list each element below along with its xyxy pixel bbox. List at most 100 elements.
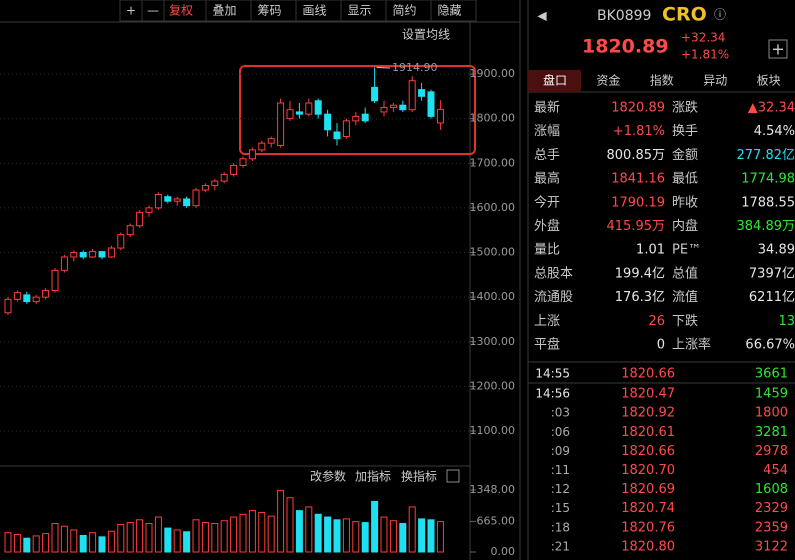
quote-label: 下跌 — [672, 313, 698, 329]
candle-body — [267, 138, 275, 144]
trade-time: :15 — [551, 501, 570, 515]
toolbar-label: 复权 — [169, 4, 193, 18]
indicator-button[interactable]: 改参数 — [310, 469, 346, 484]
toolbar-label: — — [147, 4, 159, 18]
volume-bar — [380, 516, 388, 553]
quote-label: 流通股 — [534, 290, 573, 305]
quote-label: 昨收 — [672, 195, 698, 210]
quote-value: 0 — [657, 338, 665, 353]
candle-body — [286, 109, 294, 120]
quote-label: 流值 — [672, 289, 698, 305]
tab[interactable]: 异动 — [703, 74, 727, 88]
quote-value: 66.67% — [745, 338, 795, 353]
tab[interactable]: 板块 — [757, 74, 781, 88]
quote-label: 最低 — [672, 172, 698, 187]
volume-bar — [51, 522, 59, 553]
volume-bar — [277, 489, 285, 553]
quote-value: 384.89万 — [737, 219, 795, 234]
toolbar-label: 画线 — [302, 4, 326, 18]
volume-bar — [230, 516, 238, 553]
candle-body — [183, 198, 191, 207]
quote-label: 涨幅 — [534, 124, 560, 139]
toolbar-button[interactable] — [430, 0, 477, 22]
change: +32.34 — [681, 31, 725, 45]
candle-body — [427, 91, 435, 117]
candle-body — [164, 196, 172, 202]
volume-bar — [211, 522, 219, 553]
tab[interactable]: 资金 — [596, 73, 620, 88]
y-tick-label: 1600.00 — [470, 201, 516, 214]
volume-bar — [70, 529, 78, 553]
volume-bar — [286, 497, 294, 553]
prev-button[interactable]: ◀ — [537, 9, 547, 23]
candle-body — [277, 102, 285, 146]
volume-bar — [42, 533, 50, 553]
quote-label: 今开 — [534, 194, 560, 210]
trade-time: :03 — [551, 406, 570, 420]
trade-time: :06 — [551, 425, 570, 439]
quote-value: 7397亿 — [749, 266, 795, 281]
volume-bar — [314, 513, 322, 553]
trade-volume: 454 — [763, 463, 788, 478]
candle-body — [136, 211, 144, 227]
toolbar-label: 隐藏 — [437, 4, 461, 18]
volume-bar — [79, 534, 87, 553]
volume-bar — [173, 529, 181, 553]
indicator-button[interactable]: 换指标 — [401, 469, 437, 484]
y-tick-label: 1500.00 — [470, 246, 516, 259]
quote-value: 800.85万 — [607, 148, 666, 163]
trade-price: 1820.61 — [621, 425, 675, 440]
volume-bar — [389, 520, 397, 553]
y-tick-label: 1900.00 — [470, 67, 516, 80]
quote-label: 内盘 — [672, 218, 698, 234]
trade-volume: 2329 — [755, 501, 788, 516]
candle-body — [361, 113, 369, 122]
quote-label: 总手 — [534, 148, 560, 163]
trade-time: :21 — [551, 539, 570, 553]
volume-bar — [60, 525, 68, 553]
volume-bar — [408, 506, 416, 553]
candle-body — [418, 89, 426, 97]
info-icon[interactable]: ⓘ — [714, 8, 726, 22]
trade-price: 1820.70 — [621, 463, 675, 478]
trade-volume: 3281 — [755, 425, 788, 440]
quote-value: 199.4亿 — [615, 266, 665, 281]
volume-bar — [13, 534, 21, 553]
price: 1820.89 — [582, 36, 669, 58]
volume-bar — [248, 510, 256, 553]
quote-label: 上涨率 — [672, 337, 711, 353]
trade-volume: 1608 — [755, 482, 788, 497]
trade-time: :12 — [551, 482, 570, 496]
quote-value: 4.54% — [754, 124, 795, 139]
quote-value: 6211亿 — [749, 290, 795, 305]
volume-bar — [32, 535, 40, 553]
tab[interactable]: 盘口 — [543, 73, 567, 88]
add-button[interactable] — [768, 39, 788, 59]
candle-body — [399, 104, 407, 111]
candle-body — [42, 289, 50, 298]
candle-body — [107, 247, 115, 258]
volume-tick-label: 1348.00 — [470, 483, 516, 496]
indicator-button[interactable]: 加指标 — [355, 469, 391, 484]
ma-settings[interactable]: 设置均线 — [402, 28, 450, 42]
tab[interactable]: 指数 — [650, 73, 674, 88]
candle-body — [32, 296, 40, 303]
toolbar-label: + — [126, 4, 136, 18]
trade-price: 1820.76 — [621, 520, 675, 535]
highlight-box — [239, 65, 476, 155]
trade-price: 1820.92 — [621, 406, 675, 421]
quote-value: 1788.55 — [741, 195, 795, 210]
candle-body — [89, 251, 97, 258]
volume-bar — [89, 532, 97, 553]
quote-label: PE™ — [672, 243, 701, 258]
volume-bar — [295, 510, 303, 553]
y-tick-label: 1200.00 — [470, 379, 516, 392]
close-indicator[interactable] — [446, 469, 460, 483]
candle-body — [371, 86, 379, 102]
candle-body — [192, 189, 200, 207]
volume-bar — [136, 519, 144, 553]
candle-body — [324, 113, 332, 131]
candle-body — [70, 252, 78, 258]
candle-body — [60, 256, 68, 271]
